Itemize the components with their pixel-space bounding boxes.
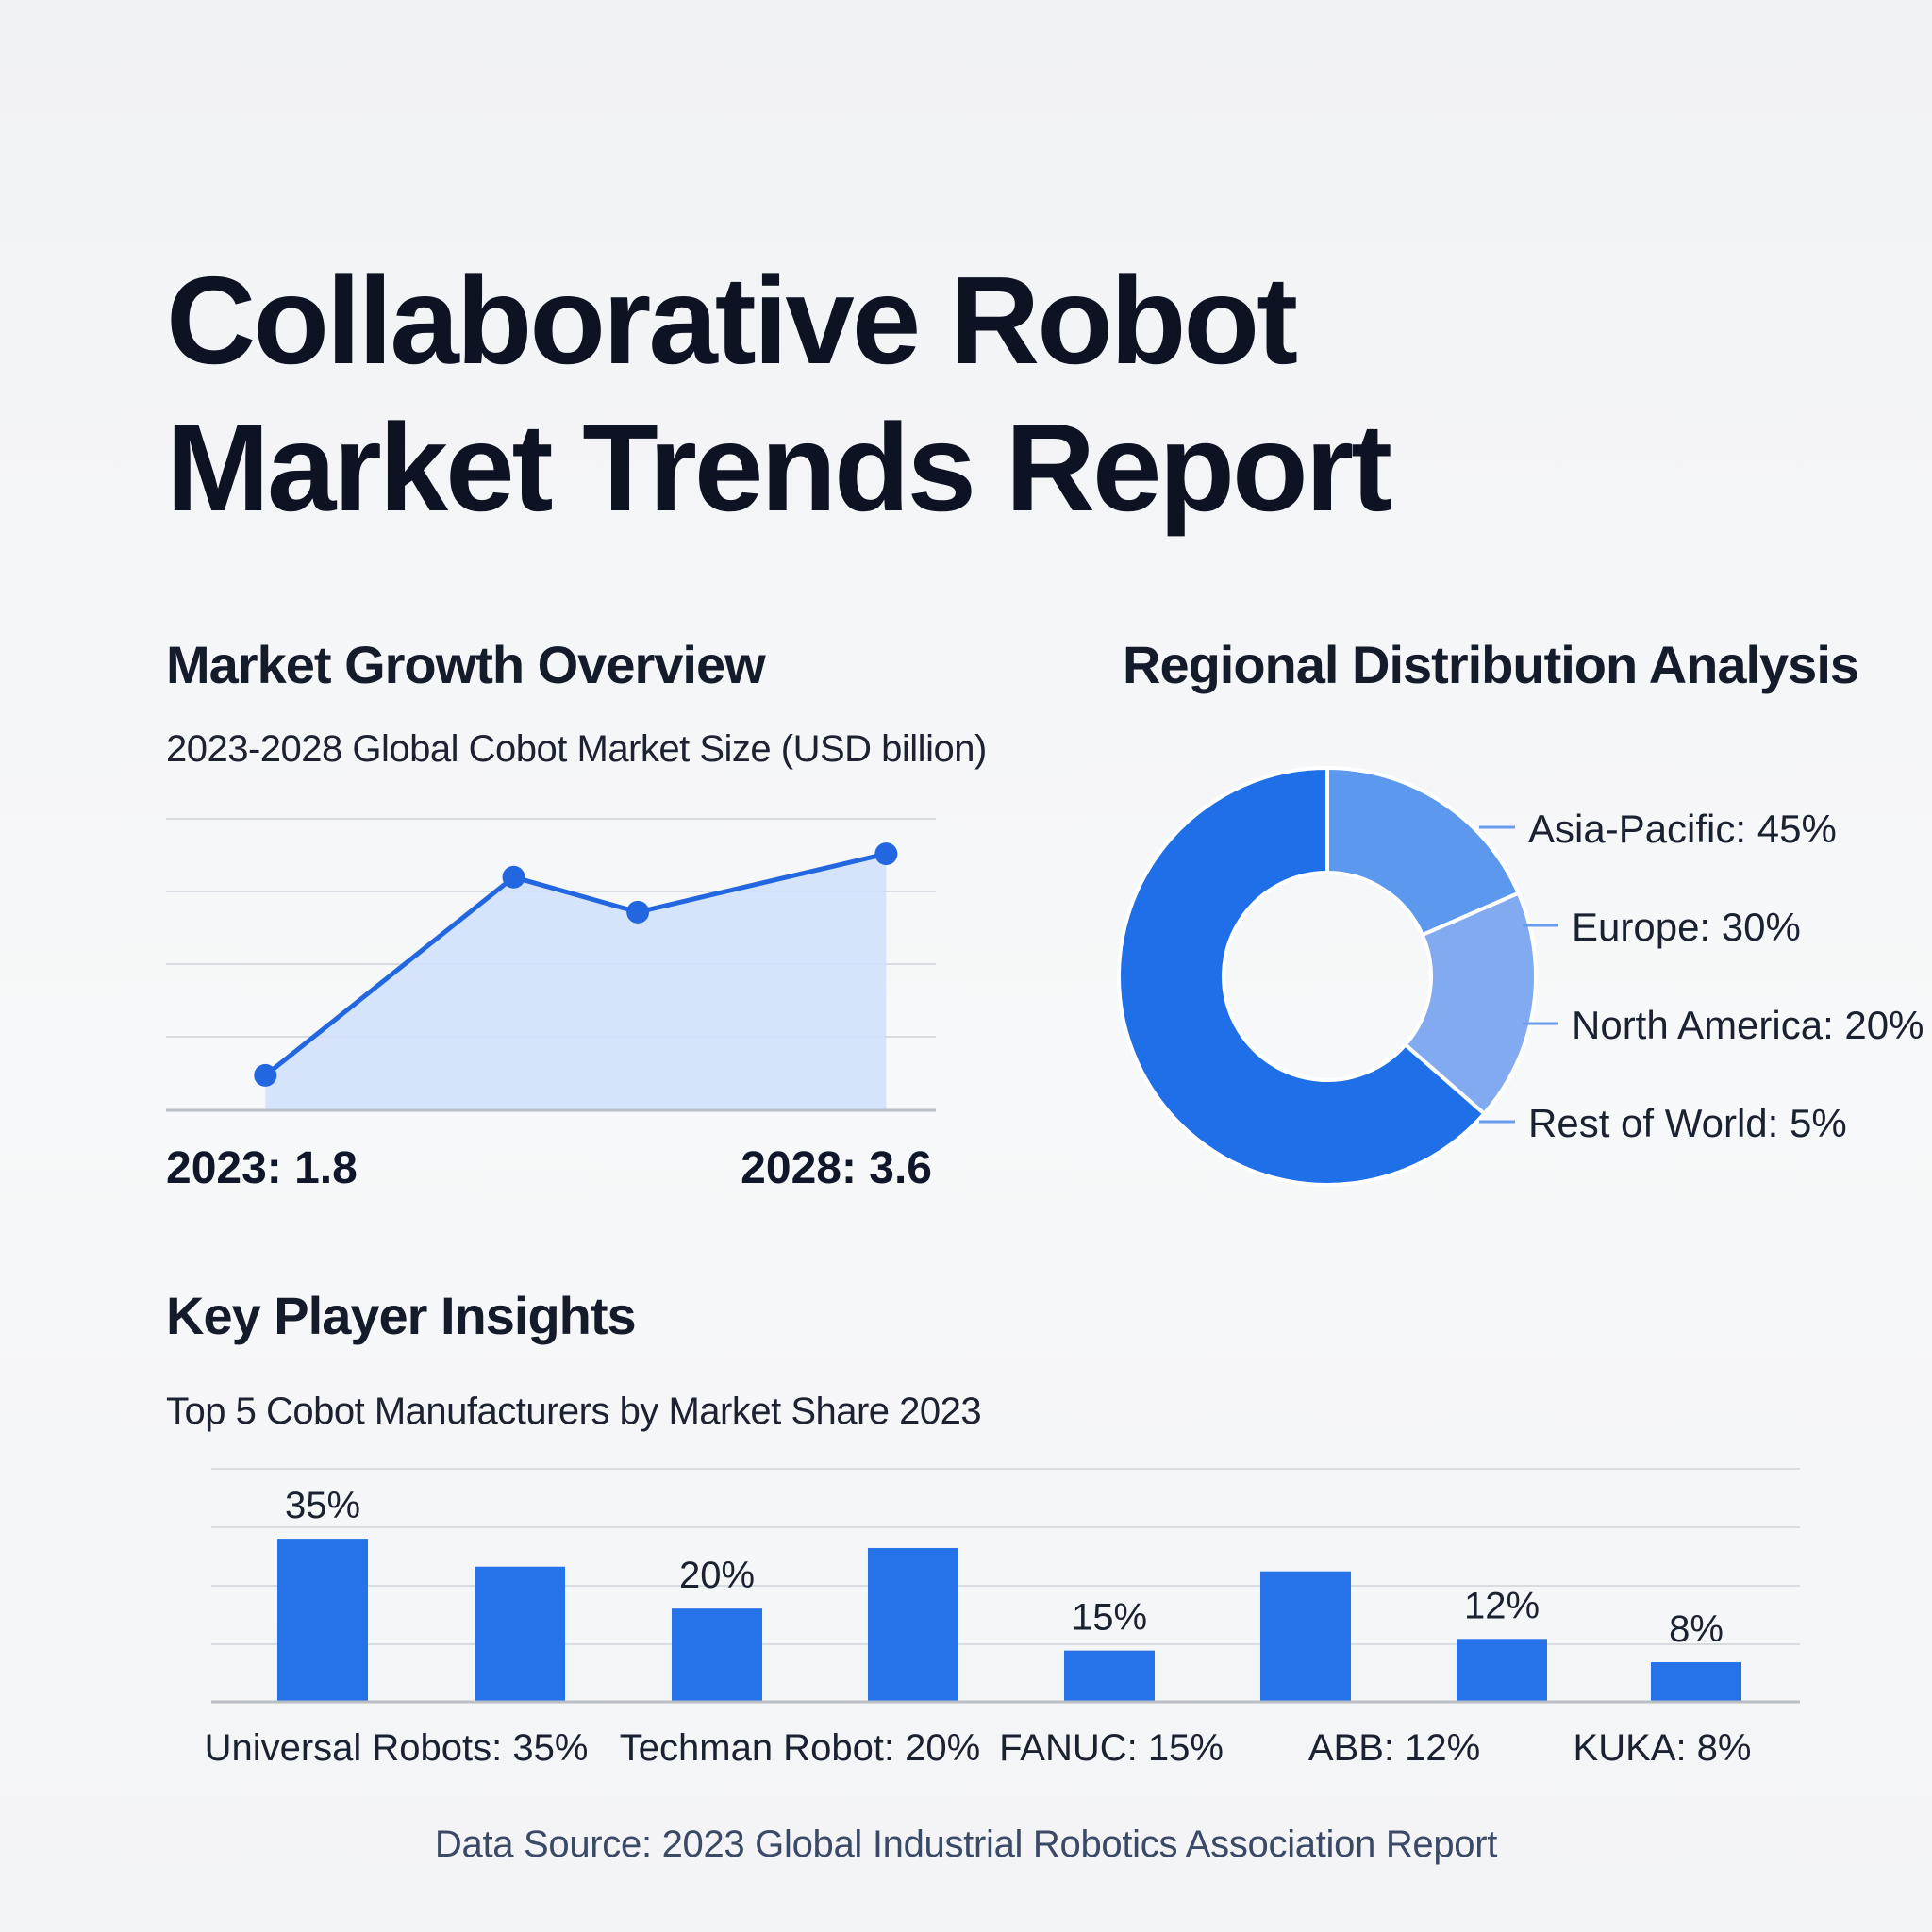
data-point <box>874 842 898 866</box>
bar <box>672 1608 762 1702</box>
legend-label: Asia-Pacific: 45% <box>1528 807 1837 851</box>
category-label: Techman Robot: 20% <box>620 1727 980 1769</box>
market-growth-line-chart <box>166 818 936 1112</box>
category-label: FANUC: 15% <box>999 1727 1224 1769</box>
report-title-line2: Market Trends Report <box>166 398 1392 537</box>
donut-slice <box>1117 765 1488 1187</box>
growth-chart-subtitle: 2023-2028 Global Cobot Market Size (USD … <box>166 728 987 770</box>
bar <box>1457 1639 1547 1702</box>
bar <box>1260 1571 1351 1702</box>
growth-section-title: Market Growth Overview <box>166 635 766 694</box>
growth-area-fill <box>265 854 887 1110</box>
bar <box>475 1566 565 1702</box>
legend-label: North America: 20% <box>1572 1003 1924 1047</box>
bar <box>868 1547 958 1702</box>
players-section-title: Key Player Insights <box>166 1286 637 1345</box>
growth-end-label: 2028: 3.6 <box>741 1143 932 1193</box>
bar-value-label: 8% <box>1669 1608 1724 1650</box>
growth-start-label: 2023: 1.8 <box>166 1143 358 1193</box>
regional-donut-chart: Asia-Pacific: 45% Europe: 30% North Americ… <box>1117 765 1924 1187</box>
data-point <box>502 865 525 889</box>
category-label: Universal Robots: 35% <box>205 1727 589 1769</box>
report-title-line1: Collaborative Robot <box>166 251 1298 390</box>
bar-value-label: 15% <box>1072 1597 1147 1639</box>
legend-label: Europe: 30% <box>1572 905 1801 949</box>
data-source-footer: Data Source: 2023 Global Industrial Robo… <box>434 1824 1498 1865</box>
legend-label: Rest of World: 5% <box>1528 1101 1847 1145</box>
growth-series-line <box>263 851 887 1077</box>
report-title: Collaborative Robot Market Trends Report <box>166 247 1392 541</box>
data-point <box>254 1063 277 1087</box>
bar-value-label: 12% <box>1464 1585 1540 1626</box>
bar-value-label: 35% <box>285 1485 360 1526</box>
bar <box>1064 1650 1155 1702</box>
regional-section-title: Regional Distribution Analysis <box>1123 635 1859 694</box>
donut-slice <box>1402 891 1538 1117</box>
bar-value-label: 20% <box>679 1555 755 1596</box>
category-label: KUKA: 8% <box>1574 1727 1752 1769</box>
category-label: ABB: 12% <box>1308 1727 1480 1769</box>
players-chart-subtitle: Top 5 Cobot Manufacturers by Market Shar… <box>166 1391 982 1432</box>
bar <box>277 1539 368 1702</box>
bar <box>1651 1662 1741 1702</box>
players-bar-chart: 35% 20% 15% 12% 8% Universal Robots: 35% Techm… <box>205 1468 1800 1769</box>
donut-slice <box>1325 765 1522 938</box>
data-point <box>626 900 650 924</box>
